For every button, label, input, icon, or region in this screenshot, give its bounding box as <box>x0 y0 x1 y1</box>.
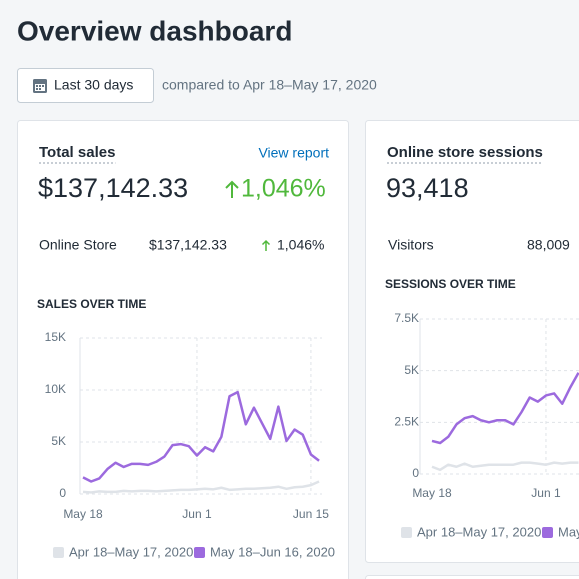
y-tick-label: 0 <box>412 466 419 480</box>
date-button[interactable] <box>17 68 154 103</box>
card <box>365 120 579 563</box>
series-line <box>82 480 320 494</box>
calendar-icon <box>33 79 47 93</box>
y-tick-label: 15K <box>45 330 66 344</box>
date-button-label[interactable]: Last 30 days <box>54 77 133 93</box>
y-tick-label: 5K <box>404 363 419 377</box>
legend-swatch <box>542 527 553 538</box>
legend-label: Apr 18–May 17, 2020 <box>69 544 193 559</box>
legend-swatch <box>194 547 205 558</box>
comparison-text: compared to Apr 18–May 17, 2020 <box>162 77 377 93</box>
legend-label: May 18–Jun 16, 2020 <box>210 544 335 559</box>
y-tick-label: 7.5K <box>394 311 419 325</box>
legend-label: Apr 18–May 17, 2020 <box>417 524 541 539</box>
legend-swatch <box>401 527 412 538</box>
view-report-link[interactable]: View report <box>258 145 329 161</box>
card-title[interactable]: Online store sessions <box>387 144 543 161</box>
card <box>17 120 349 579</box>
chart-title: SESSIONS OVER TIME <box>385 277 516 291</box>
legend-swatch <box>53 547 64 558</box>
breakdown-value: 88,009 <box>527 237 570 253</box>
x-tick-label: May 18 <box>63 507 103 521</box>
series-line <box>431 372 579 445</box>
chart-title: SALES OVER TIME <box>37 297 146 311</box>
page-title: Overview dashboard <box>17 15 292 46</box>
series-line <box>82 390 320 483</box>
x-tick-label: Jun 15 <box>293 507 329 521</box>
metric-change: 1,046% <box>241 175 326 203</box>
metric-value: 93,418 <box>386 173 469 203</box>
breakdown-value: $137,142.33 <box>149 237 227 253</box>
x-tick-label: Jun 1 <box>531 486 561 500</box>
series-line <box>431 461 579 472</box>
legend-label: May 18–Jun 16, 2020 <box>558 524 579 539</box>
y-tick-label: 5K <box>51 434 66 448</box>
breakdown-change: 1,046% <box>277 237 324 253</box>
y-tick-label: 2.5K <box>394 415 419 429</box>
metric-value: $137,142.33 <box>38 173 188 203</box>
x-tick-label: May 18 <box>412 486 452 500</box>
up-arrow <box>261 239 271 251</box>
card <box>365 575 579 579</box>
x-tick-label: Jun 1 <box>182 507 212 521</box>
breakdown-label: Online Store <box>39 237 117 253</box>
up-arrow <box>225 180 239 198</box>
card-title[interactable]: Total sales <box>39 144 115 161</box>
breakdown-label: Visitors <box>388 237 434 253</box>
y-tick-label: 10K <box>45 382 66 396</box>
y-tick-label: 0 <box>59 486 66 500</box>
